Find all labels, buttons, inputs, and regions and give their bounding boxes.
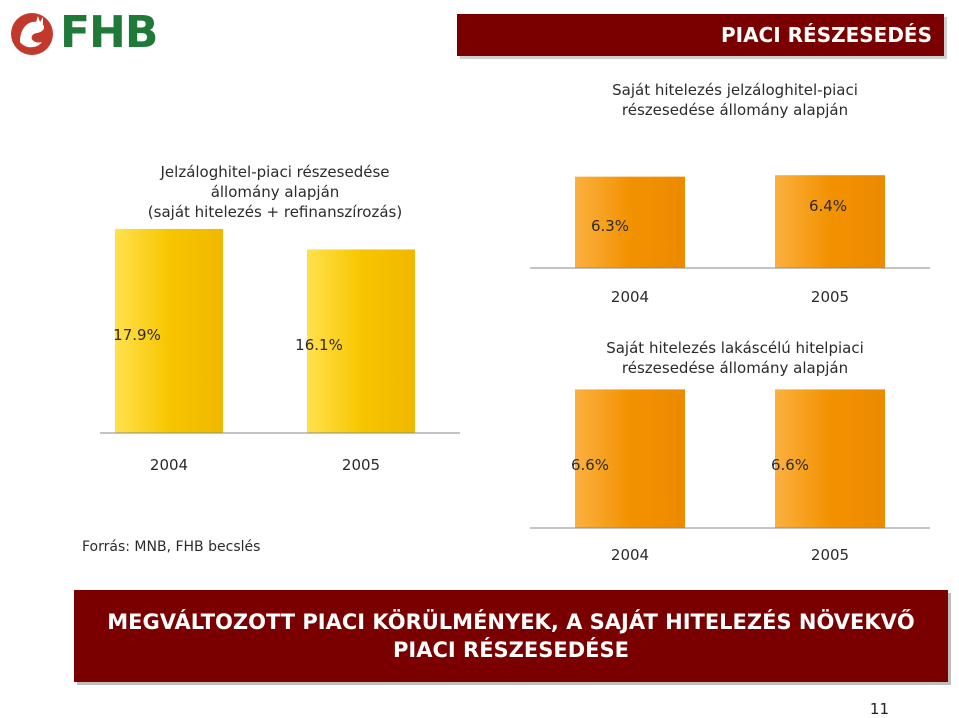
chart-2-svg: 6.3% 6.4% 2004 2005: [530, 175, 930, 306]
chart-2-bar-2004: [575, 176, 685, 268]
chart-3-value-label-2005: 6.6%: [771, 456, 809, 474]
chart-1-title-line: állomány alapján: [210, 183, 340, 201]
source-note: Forrás: MNB, FHB becslés: [82, 539, 261, 555]
chart-2-category-2004: 2004: [611, 288, 649, 306]
chart-1-value-label-2005: 16.1%: [295, 336, 343, 354]
chart-3-value-label-2004: 6.6%: [571, 456, 609, 474]
chart-3-title-line: részesedése állomány alapján: [621, 359, 849, 377]
banner-line: MEGVÁLTOZOTT PIACI KÖRÜLMÉNYEK, A SAJÁT …: [107, 610, 915, 634]
chart-1-bar-2005: [307, 249, 415, 433]
banner-line: PIACI RÉSZESEDÉSE: [393, 638, 629, 662]
chart-3-title-line: Saját hitelezés lakáscélú hitelpiaci: [606, 339, 864, 357]
chart-3-svg: 6.6% 6.6% 2004 2005: [530, 389, 930, 564]
chart-2-title-line: Saját hitelezés jelzáloghitel-piaci: [612, 81, 858, 99]
page-title: PIACI RÉSZESEDÉS: [720, 23, 932, 47]
chart-2-title: Saját hitelezés jelzáloghitel-piaci rész…: [565, 80, 905, 120]
chart-3-category-2004: 2004: [611, 546, 649, 564]
rooster-emblem-icon: [11, 13, 53, 55]
chart-2-value-label-2005: 6.4%: [809, 197, 847, 215]
chart-2-title-line: részesedése állomány alapján: [621, 101, 849, 119]
chart-2-bar-2005: [775, 175, 885, 268]
page-number: 11: [869, 700, 889, 718]
chart-1-value-label-2004: 17.9%: [113, 326, 161, 344]
logo-text: FHB: [60, 7, 158, 58]
chart-3-bar-2004: [575, 389, 685, 528]
chart-2-category-2005: 2005: [811, 288, 849, 306]
chart-2-value-label-2004: 6.3%: [591, 217, 629, 235]
chart-1-title-line: (saját hitelezés + refinanszírozás): [147, 203, 403, 221]
chart-1-category-2004: 2004: [150, 456, 188, 474]
fhb-logo: FHB: [8, 6, 178, 60]
chart-1-title: Jelzáloghitel-piaci részesedése állomány…: [110, 162, 440, 222]
conclusion-banner: MEGVÁLTOZOTT PIACI KÖRÜLMÉNYEK, A SAJÁT …: [74, 590, 948, 682]
chart-1-svg: 17.9% 16.1% 2004 2005: [100, 228, 460, 474]
chart-3-title: Saját hitelezés lakáscélú hitelpiaci rés…: [565, 338, 905, 378]
chart-3-category-2005: 2005: [811, 546, 849, 564]
chart-1-title-line: Jelzáloghitel-piaci részesedése: [160, 163, 390, 181]
header-bar: PIACI RÉSZESEDÉS: [457, 14, 944, 56]
banner-text: MEGVÁLTOZOTT PIACI KÖRÜLMÉNYEK, A SAJÁT …: [101, 608, 921, 664]
chart-1-category-2005: 2005: [342, 456, 380, 474]
chart-3-bar-2005: [775, 389, 885, 528]
chart-1-bar-2004: [115, 228, 223, 433]
